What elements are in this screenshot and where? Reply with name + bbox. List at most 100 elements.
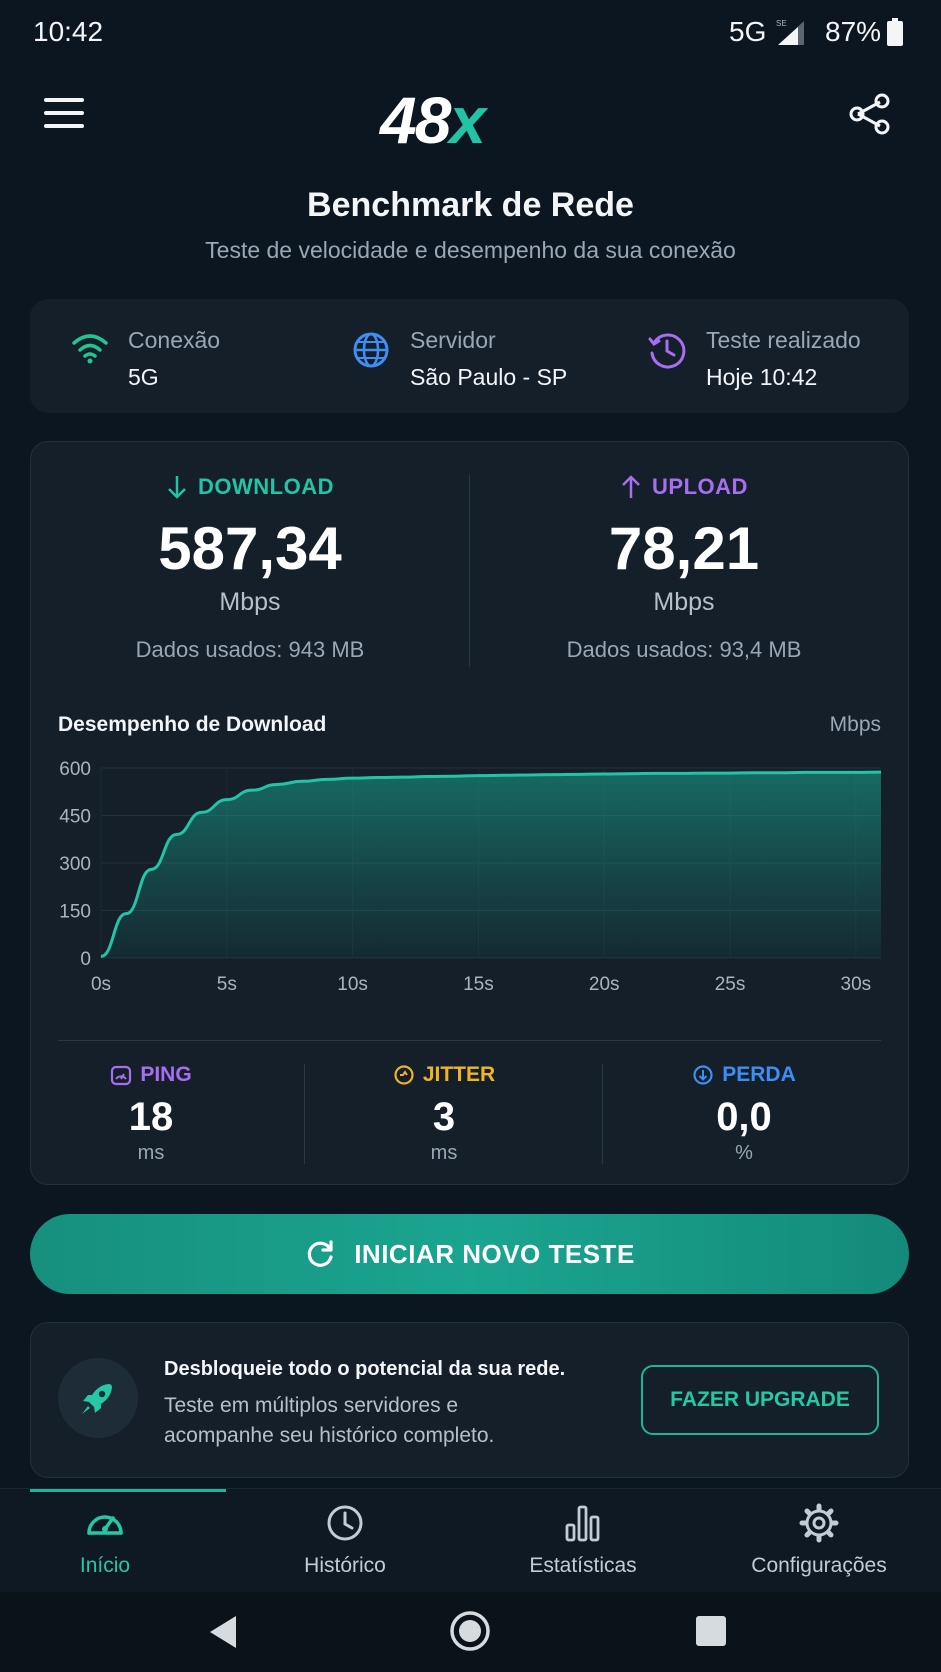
download-chart: 0 150 300 450 600 0s 5s 10s 15s 20s 25s 30s (59, 759, 882, 995)
chart-x-tick: 25s (715, 974, 746, 995)
chart-x-axis: 0s 5s 10s 15s 20s 25s 30s (91, 974, 871, 995)
chart-unit: Mbps (829, 713, 881, 736)
results-card: DOWNLOAD 587,34 Mbps Dados usados: 943 M… (30, 441, 909, 1185)
globe-icon (353, 332, 389, 368)
gear-icon (799, 1503, 839, 1543)
clock-icon (327, 1505, 363, 1541)
chart-line (100, 770, 882, 958)
upload-result: UPLOAD 78,21 Mbps Dados usados: 93,4 MB (469, 472, 899, 663)
rocket-icon (82, 1384, 112, 1414)
app-logo: 48x (380, 83, 486, 157)
nav-label: Histórico (304, 1554, 386, 1577)
start-button-label: INICIAR NOVO TESTE (354, 1238, 635, 1269)
menu-button[interactable] (44, 98, 84, 130)
column-divider (469, 475, 470, 667)
chart-title: Desempenho de Download (58, 713, 327, 736)
arrow-up-icon (622, 475, 640, 498)
download-value: 587,34 (158, 515, 342, 582)
info-label: Teste realizado (706, 327, 861, 353)
upgrade-button[interactable]: FAZER UPGRADE (641, 1365, 879, 1435)
chart-y-tick: 300 (59, 854, 91, 875)
upload-value: 78,21 (608, 515, 760, 582)
start-new-test-button[interactable]: INICIAR NOVO TESTE (30, 1214, 909, 1294)
jitter-icon (394, 1065, 414, 1085)
chart-x-tick: 15s (463, 974, 494, 995)
speedometer-icon (87, 1515, 123, 1535)
chart-x-tick: 30s (841, 974, 872, 995)
upgrade-promo-card: Desbloqueie todo o potencial da sua rede… (30, 1322, 909, 1478)
chart-y-tick: 600 (59, 759, 91, 780)
nav-label: Início (79, 1554, 131, 1577)
back-icon[interactable] (208, 1614, 240, 1650)
chart-x-tick: 10s (337, 974, 368, 995)
bar-chart-icon (565, 1505, 600, 1542)
download-data-used: Dados usados: 943 MB (135, 637, 365, 662)
status-bar: 10:42 5G SE 87% (0, 0, 941, 66)
nav-label: Estatísticas (529, 1554, 637, 1577)
battery-percent: 87% (825, 16, 882, 47)
jitter-metric: JITTER 3 ms (324, 1062, 564, 1165)
metrics-divider (58, 1040, 881, 1041)
chart-y-tick: 0 (80, 949, 91, 970)
loss-label: PERDA (722, 1063, 796, 1086)
recents-icon[interactable] (696, 1616, 726, 1646)
nav-item-historico[interactable]: Histórico (240, 1503, 450, 1578)
ping-unit: ms (137, 1142, 165, 1164)
nav-item-inicio[interactable]: Início (0, 1503, 210, 1578)
nav-label: Configurações (751, 1554, 887, 1577)
metric-separator (602, 1064, 603, 1164)
ping-label: PING (140, 1063, 192, 1086)
page-subtitle: Teste de velocidade e desempenho da sua … (205, 237, 736, 263)
battery-icon (887, 18, 903, 46)
upgrade-button-label: FAZER UPGRADE (670, 1388, 850, 1411)
chart-x-tick: 5s (217, 974, 237, 995)
bottom-navigation: Início Histórico Estatísticas Configuraç… (0, 1488, 941, 1592)
home-icon[interactable] (449, 1610, 491, 1652)
info-value: Hoje 10:42 (706, 364, 818, 390)
signal-icon: SE (776, 19, 804, 45)
ping-metric: PING 18 ms (31, 1062, 271, 1165)
chart-y-tick: 150 (59, 902, 91, 923)
rocket-badge (58, 1358, 138, 1438)
page-title: Benchmark de Rede (307, 186, 634, 224)
loss-unit: % (735, 1142, 753, 1164)
jitter-unit: ms (430, 1142, 458, 1164)
ping-value: 18 (128, 1095, 174, 1139)
chart-y-axis: 0 150 300 450 600 (59, 759, 91, 970)
upload-label: UPLOAD (652, 474, 748, 499)
system-navigation-bar (0, 1592, 941, 1672)
nav-item-configuracoes[interactable]: Configurações (714, 1503, 924, 1578)
info-label: Servidor (410, 327, 496, 353)
upload-unit: Mbps (653, 588, 715, 616)
chart-x-tick: 0s (91, 974, 111, 995)
download-result: DOWNLOAD 587,34 Mbps Dados usados: 943 M… (35, 472, 465, 663)
status-time: 10:42 (33, 16, 104, 47)
loss-icon (693, 1065, 713, 1085)
refresh-icon (307, 1240, 333, 1267)
chart-x-tick: 20s (589, 974, 620, 995)
jitter-label: JITTER (422, 1063, 496, 1086)
download-label: DOWNLOAD (198, 474, 334, 499)
promo-text: Teste em múltiplos servidores e acompanh… (164, 1394, 495, 1447)
loss-value: 0,0 (716, 1095, 772, 1139)
connection-info-card: Conexão 5G Servidor São Paulo - SP Teste… (30, 299, 909, 413)
promo-title: Desbloqueie todo o potencial da sua rede… (164, 1358, 566, 1380)
upload-header: UPLOAD (469, 472, 899, 502)
active-tab-indicator (30, 1489, 226, 1492)
metric-separator (304, 1064, 305, 1164)
chart-y-tick: 450 (59, 807, 91, 828)
ping-icon (111, 1065, 132, 1086)
chart-area (101, 772, 881, 958)
nav-item-estatisticas[interactable]: Estatísticas (478, 1503, 688, 1578)
loss-metric: PERDA 0,0 % (624, 1062, 864, 1165)
clock-icon (648, 333, 686, 369)
arrow-down-icon (168, 476, 186, 499)
upload-data-used: Dados usados: 93,4 MB (566, 637, 802, 662)
jitter-value: 3 (432, 1095, 456, 1139)
signal-badge: SE (776, 19, 787, 28)
info-label: Conexão (128, 327, 221, 353)
share-icon[interactable] (848, 92, 892, 136)
network-type: 5G (729, 16, 767, 47)
menu-icon (44, 98, 84, 102)
download-header: DOWNLOAD (35, 472, 465, 502)
